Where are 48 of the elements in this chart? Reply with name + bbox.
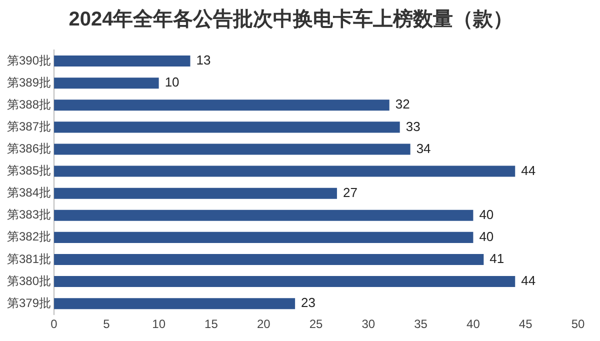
bar xyxy=(54,78,159,89)
y-tick-label: 第390批 xyxy=(6,53,52,68)
bar xyxy=(54,232,474,243)
y-tick-label: 第379批 xyxy=(6,296,52,310)
bar xyxy=(54,122,400,133)
data-label: 27 xyxy=(342,184,358,200)
y-tick-label: 第383批 xyxy=(6,208,52,222)
data-label: 13 xyxy=(196,52,211,68)
data-label: 40 xyxy=(479,229,494,244)
x-tick-label: 45 xyxy=(518,317,533,332)
x-tick-label: 30 xyxy=(362,317,376,332)
chart-title: 2024年全年各公告批次中换电卡车上榜数量（款） xyxy=(68,8,514,31)
x-tick-label: 20 xyxy=(256,317,271,332)
bar xyxy=(54,276,516,288)
bar xyxy=(54,188,337,199)
x-tick-label: 5 xyxy=(103,317,110,332)
y-tick-label: 第386批 xyxy=(6,142,52,156)
x-tick-label: 10 xyxy=(152,317,166,332)
bar xyxy=(54,144,410,155)
y-tick-label: 第382批 xyxy=(6,230,52,244)
y-tick-label: 第385批 xyxy=(6,164,52,178)
bar xyxy=(54,56,190,67)
x-tick-label: 40 xyxy=(466,317,480,332)
x-tick-label: 15 xyxy=(204,317,218,332)
y-tick-label: 第381批 xyxy=(6,252,52,266)
data-label: 44 xyxy=(521,162,536,178)
bar xyxy=(54,100,390,111)
data-label: 41 xyxy=(490,251,504,266)
bar xyxy=(54,254,484,265)
y-tick-label: 第387批 xyxy=(6,119,52,134)
x-tick-label: 25 xyxy=(309,317,324,332)
data-label: 34 xyxy=(416,140,431,156)
bar xyxy=(54,166,516,177)
y-tick-label: 第388批 xyxy=(6,97,52,112)
y-tick-label: 第389批 xyxy=(6,75,52,90)
bar xyxy=(54,298,296,310)
data-label: 32 xyxy=(395,96,410,112)
data-label: 10 xyxy=(164,74,180,90)
data-label: 23 xyxy=(301,295,316,310)
y-tick-label: 第384批 xyxy=(6,186,52,200)
data-label: 44 xyxy=(521,273,536,288)
y-tick-label: 第380批 xyxy=(6,274,52,288)
bar xyxy=(54,210,474,221)
data-label: 40 xyxy=(479,206,494,222)
data-label: 33 xyxy=(406,118,420,134)
x-tick-label: 0 xyxy=(50,317,58,332)
x-tick-label: 35 xyxy=(414,317,428,332)
x-tick-label: 50 xyxy=(571,317,585,332)
